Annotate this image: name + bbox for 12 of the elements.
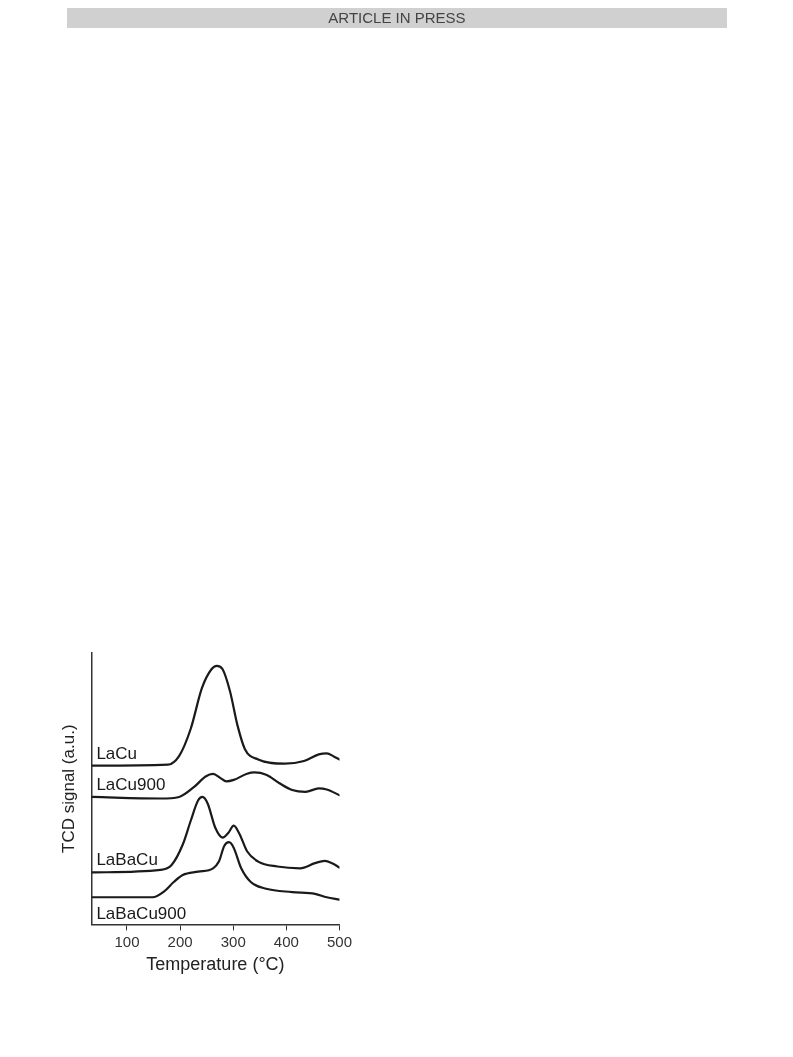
- x-tick-label: 400: [273, 932, 299, 950]
- x-tick-label: 200: [167, 932, 193, 950]
- series-label: LaCu900: [96, 774, 166, 794]
- series-label: LaCu: [96, 743, 138, 763]
- series-label: LaBaCu: [96, 850, 158, 870]
- x-tick-label: 300: [220, 932, 246, 950]
- x-tick-label: 100: [114, 932, 140, 950]
- series-label: LaBaCu900: [96, 904, 187, 924]
- text: ARTICLE IN PRESS: [67, 8, 727, 28]
- x-axis-title: Temperature (°C): [146, 954, 285, 975]
- y-axis-title: TCD signal (a.u.): [58, 724, 78, 853]
- x-tick-label: 500: [326, 932, 352, 950]
